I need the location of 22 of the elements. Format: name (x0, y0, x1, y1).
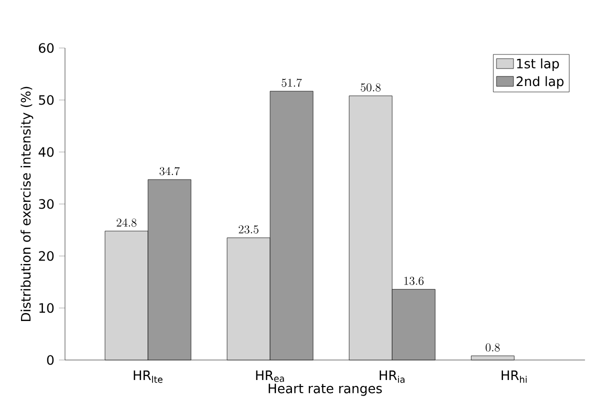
y-tick-label: 60 (38, 43, 54, 53)
data-label: 24.8 (116, 218, 136, 227)
y-tick-label: 0 (47, 355, 54, 365)
x-axis-title: Heart rate ranges (268, 384, 382, 396)
data-label: 51 .7 (282, 78, 302, 87)
data-label: 50.8 (360, 83, 381, 92)
x-tick-label: HR$_{hi}$ (502, 370, 527, 383)
data-label: 0.8 (486, 343, 500, 352)
y-tick-label: 30 (38, 199, 54, 209)
legend-label: 2nd lap (516, 76, 564, 89)
data-label: 23.5 (238, 225, 258, 234)
y-axis-title: Distribution of exercise intensity (%) (20, 86, 34, 321)
y-tick-label: 40 (38, 147, 54, 157)
x-tick-label: HR$_{lte}$ (134, 370, 162, 383)
y-tick-label: 50 (39, 95, 54, 105)
data-label: 13.6 (404, 276, 424, 286)
legend-label: 1st lap (517, 58, 559, 71)
y-tick-label: 10 (39, 303, 54, 313)
data-label: 34.7 (160, 166, 180, 176)
x-tick-label: HR$_{ea}$ (256, 370, 284, 382)
y-tick-label: 20 (38, 251, 54, 261)
x-tick-label: HR$_{ia}$ (380, 370, 404, 383)
